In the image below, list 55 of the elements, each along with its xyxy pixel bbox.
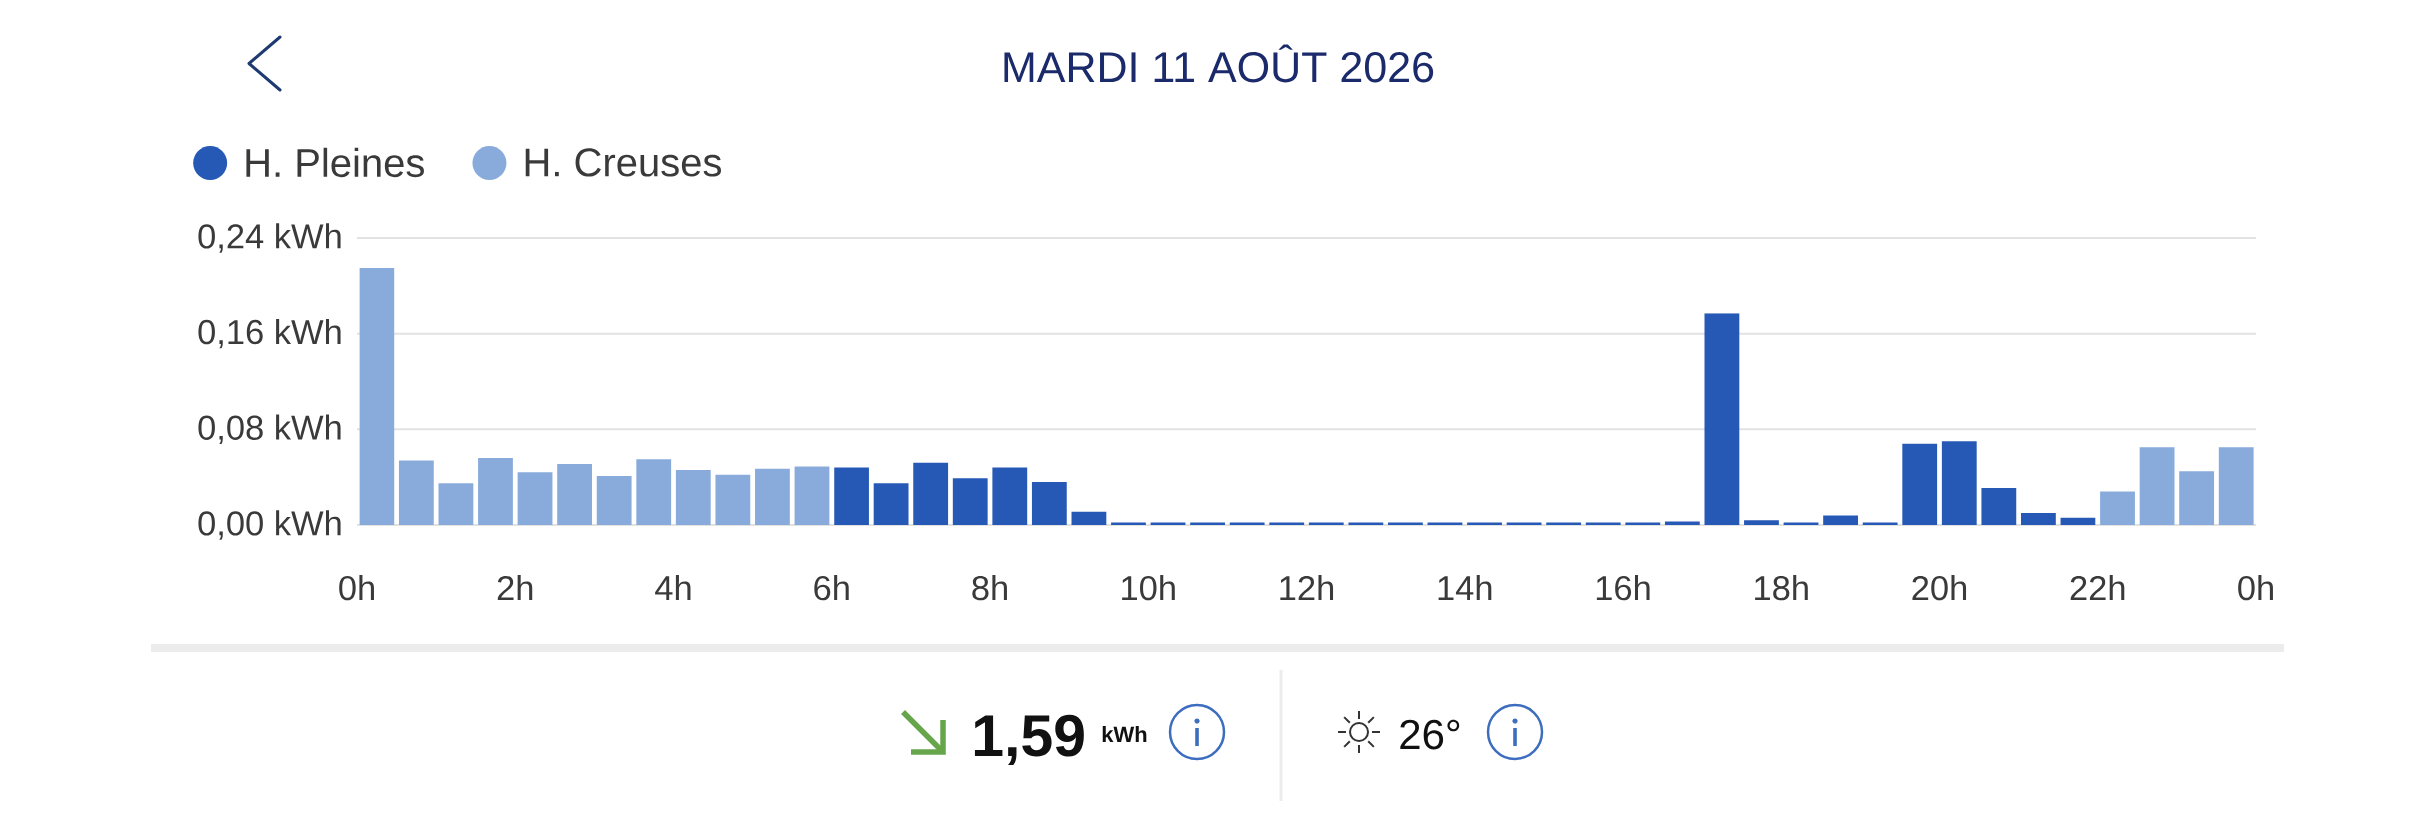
bar bbox=[992, 467, 1028, 525]
y-tick-label: 0,08 kWh bbox=[198, 414, 341, 445]
bar bbox=[398, 460, 434, 525]
x-tick-label: 4h bbox=[655, 574, 691, 600]
bar bbox=[873, 483, 909, 525]
y-tick-label: 0,24 kWh bbox=[198, 223, 341, 253]
bar bbox=[2021, 513, 2056, 525]
bar bbox=[1071, 511, 1107, 525]
bar bbox=[359, 267, 395, 525]
bar bbox=[2139, 447, 2175, 525]
bar bbox=[1704, 313, 1740, 525]
x-tick-label: 2h bbox=[497, 574, 533, 600]
x-tick-label: 22h bbox=[2070, 574, 2125, 600]
x-tick-label: 16h bbox=[1596, 574, 1650, 601]
text: 1,59 bbox=[974, 714, 1084, 766]
legend-label: H. Pleines bbox=[246, 147, 424, 178]
bar bbox=[1981, 487, 2017, 525]
bar bbox=[557, 464, 593, 525]
x-tick-label: 0h bbox=[2238, 574, 2273, 601]
y-tick-label: 0,00 kWh bbox=[198, 510, 341, 540]
bar bbox=[1031, 481, 1067, 525]
bar bbox=[438, 483, 474, 525]
text: 26° bbox=[1400, 719, 1460, 750]
bar bbox=[1902, 443, 1938, 525]
bar bbox=[478, 458, 513, 525]
y-tick-label: 0,16 kWh bbox=[198, 318, 341, 349]
x-tick-label: 14h bbox=[1438, 574, 1492, 600]
legend-label: H. Creuses bbox=[525, 148, 721, 177]
x-tick-label: 10h bbox=[1122, 574, 1175, 601]
x-tick-label: 0h bbox=[339, 574, 374, 601]
bar bbox=[517, 472, 553, 525]
bar bbox=[715, 474, 751, 525]
bar bbox=[1744, 520, 1779, 525]
bar bbox=[636, 459, 672, 525]
x-tick-label: 20h bbox=[1912, 574, 1967, 601]
bar bbox=[2179, 471, 2215, 525]
bar bbox=[834, 467, 869, 525]
bar bbox=[755, 468, 790, 525]
x-tick-label: 6h bbox=[814, 574, 849, 601]
bar bbox=[2060, 517, 2096, 525]
bar bbox=[675, 469, 711, 525]
bar bbox=[596, 475, 632, 525]
bar bbox=[913, 462, 949, 525]
x-tick-label: 8h bbox=[972, 574, 1007, 601]
bar bbox=[1941, 441, 1977, 525]
chart-title: MARDI 11 AOÛT 2026 bbox=[1004, 44, 1434, 83]
text: kWh bbox=[1102, 726, 1147, 742]
bar bbox=[2218, 447, 2254, 525]
bar bbox=[1664, 521, 1700, 525]
bar bbox=[1823, 515, 1858, 525]
bar bbox=[2100, 491, 2135, 525]
bar bbox=[952, 478, 988, 525]
x-tick-label: 12h bbox=[1280, 574, 1334, 600]
bar bbox=[794, 466, 830, 525]
x-tick-label: 18h bbox=[1755, 574, 1808, 601]
